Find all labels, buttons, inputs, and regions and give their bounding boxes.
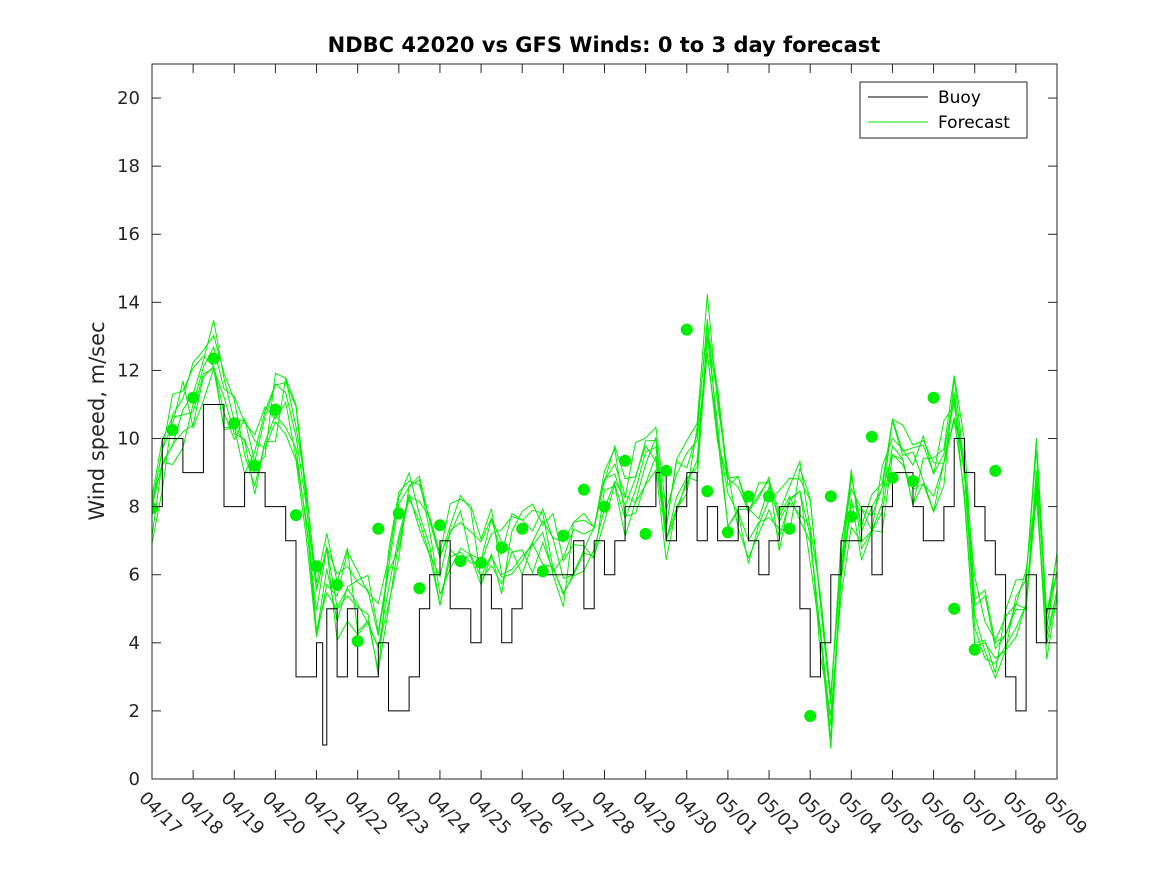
analysis-point <box>331 578 344 591</box>
y-tick-label: 18 <box>117 156 140 177</box>
analysis-point <box>290 509 302 522</box>
analysis-point <box>927 391 940 404</box>
y-tick-label: 8 <box>129 497 140 518</box>
analysis-point <box>619 454 632 467</box>
analysis-point <box>639 527 652 540</box>
y-axis-label: Wind speed, m/sec <box>85 321 109 520</box>
analysis-point <box>187 391 200 404</box>
analysis-point <box>598 500 611 513</box>
y-tick-label: 14 <box>117 292 140 313</box>
buoy-line <box>152 404 1057 746</box>
analysis-point <box>845 510 858 523</box>
analysis-point <box>228 417 241 430</box>
y-tick-label: 10 <box>117 429 140 450</box>
analysis-point <box>763 490 775 503</box>
forecast-run-line <box>152 294 1057 698</box>
analysis-point <box>434 519 446 532</box>
analysis-point <box>351 635 364 648</box>
y-tick-label: 12 <box>117 360 140 381</box>
y-tick-label: 0 <box>129 769 140 790</box>
analysis-point <box>454 555 467 568</box>
forecast-run-line <box>152 337 1057 716</box>
analysis-point <box>152 502 158 515</box>
analysis-point <box>948 602 961 615</box>
analysis-point <box>516 522 529 535</box>
analysis-point <box>804 710 817 722</box>
analysis-point <box>536 565 549 578</box>
analysis-point <box>783 522 796 535</box>
legend: Buoy Forecast <box>859 81 1028 139</box>
legend-buoy-label: Buoy <box>938 88 981 108</box>
y-tick-label: 16 <box>117 224 140 245</box>
analysis-point <box>865 430 878 443</box>
analysis-point <box>907 475 919 488</box>
analysis-point <box>269 403 282 416</box>
analysis-point <box>660 464 673 477</box>
analysis-point <box>721 526 734 539</box>
analysis-point <box>310 560 323 573</box>
analysis-point <box>742 490 755 503</box>
analysis-point <box>577 483 590 496</box>
analysis-point <box>886 471 899 484</box>
y-tick-label: 2 <box>129 701 140 722</box>
analysis-point <box>413 582 426 595</box>
y-tick-label: 6 <box>129 565 140 586</box>
analysis-point <box>392 507 405 520</box>
y-tick-label: 20 <box>117 88 140 109</box>
analysis-point <box>475 556 488 569</box>
analysis-point <box>372 522 385 535</box>
legend-box <box>859 81 1028 139</box>
analysis-point <box>557 529 570 542</box>
forecast-run-line <box>152 352 1057 726</box>
analysis-point <box>989 464 1002 477</box>
analysis-point <box>824 490 837 503</box>
analysis-point <box>495 541 508 554</box>
analysis-point <box>248 459 261 472</box>
y-tick-label: 4 <box>129 633 140 654</box>
analysis-point <box>207 352 220 365</box>
analysis-point <box>680 323 693 336</box>
analysis-point <box>968 643 981 656</box>
chart-title: NDBC 42020 vs GFS Winds: 0 to 3 day fore… <box>328 33 881 57</box>
analysis-point <box>701 485 714 498</box>
legend-forecast-label: Forecast <box>938 113 1010 133</box>
analysis-point <box>166 424 179 436</box>
